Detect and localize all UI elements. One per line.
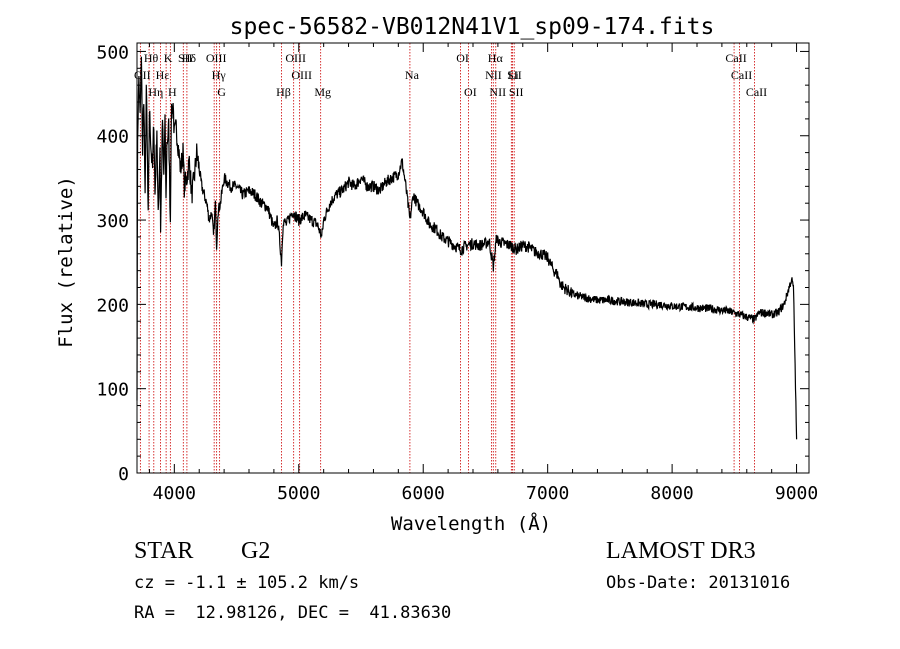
spectral-line-label: SII [507,68,522,82]
observation-date: Obs-Date: 20131016 [606,573,791,593]
plot-frame [136,42,810,474]
spectral-line-label: OIII [291,68,312,82]
spectral-line-label: Hδ [182,51,197,65]
object-class: STAR [134,538,194,564]
y-tick-label: 100 [96,380,129,401]
spectral-line-label: OII [134,68,151,82]
spectral-line-label: Hβ [276,85,291,99]
y-axis-label: Flux (relative) [55,176,77,348]
spectral-line-label: SII [178,51,193,65]
spectral-line-label: Mg [314,85,331,99]
spectral-line-label: OI [464,85,477,99]
spectral-line-label: Hε [156,68,170,82]
spectral-line-label: Na [405,68,420,82]
sky-coordinates: RA = 12.98126, DEC = 41.83630 [134,603,452,623]
spectral-line-label: OIII [285,51,306,65]
spectral-line-label: NII [485,68,502,82]
x-tick-label: 6000 [402,483,445,504]
spectral-line-label: CaII [746,85,767,99]
chart-title: spec-56582-VB012N41V1_sp09-174.fits [230,14,715,40]
spectral-line-label: Hγ [212,68,227,82]
y-tick-label: 200 [96,295,129,316]
spectral-line-label: OI [456,51,469,65]
x-tick-label: 4000 [153,483,196,504]
spectral-lines [139,43,755,473]
y-tick-label: 0 [118,464,129,485]
x-tick-label: 8000 [650,483,693,504]
y-tick-label: 400 [96,127,129,148]
spectrum-line [136,56,798,440]
redshift-velocity: cz = -1.1 ± 105.2 km/s [134,573,360,593]
spectral-line-label: OIII [206,51,227,65]
x-tick-label: 5000 [277,483,320,504]
spectral-line-label: Hη [148,85,163,99]
object-subclass: G2 [241,538,271,564]
spectral-line-label: SII [509,85,524,99]
x-axis-label: Wavelength (Å) [391,512,551,535]
y-tick-label: 300 [96,211,129,232]
spectral-line-label: CaII [725,51,746,65]
axis-ticks: 4000 5000 6000 7000 8000 9000 0 100 200 300 400 500 [96,42,818,504]
y-tick-label: 500 [96,42,129,63]
spectral-line-label: CaII [731,68,752,82]
spectral-line-label: K [164,51,173,65]
spectral-line-label: Hα [488,51,504,65]
survey-name: LAMOST DR3 [606,538,756,564]
spectral-line-label: NII [489,85,506,99]
x-tick-label: 9000 [775,483,818,504]
spectral-line-label: Hθ [144,51,159,65]
spectral-line-label: Li [508,68,519,82]
spectral-line-label: G [217,85,226,99]
spectral-line-label: H [168,85,177,99]
x-tick-label: 7000 [526,483,569,504]
